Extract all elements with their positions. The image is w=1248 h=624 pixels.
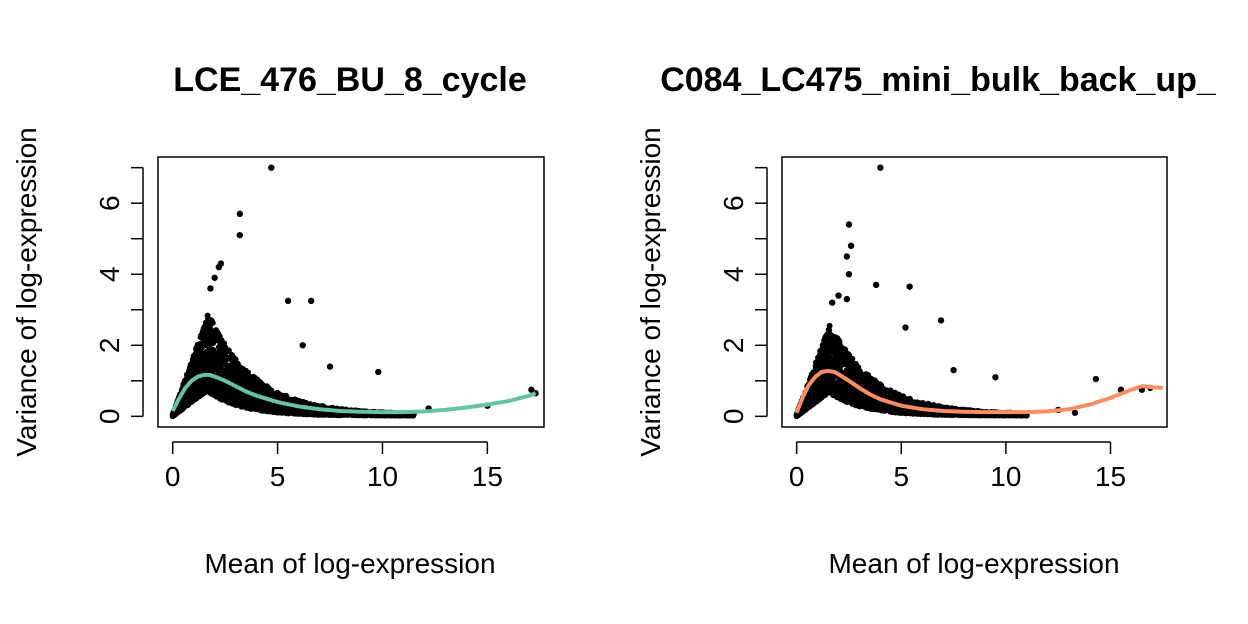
outlier-point — [906, 283, 913, 290]
outlier-points — [207, 164, 539, 412]
outlier-point — [843, 253, 851, 260]
outlier-point — [528, 386, 535, 393]
outlier-point — [207, 285, 214, 292]
outlier-point — [843, 295, 851, 303]
y-axis-label: Variance of log-expression — [635, 127, 666, 456]
y-axis: 0 2 4 6 — [94, 166, 144, 425]
outlier-point — [215, 263, 223, 271]
y-tick-label: 6 — [718, 195, 749, 211]
outlier-point — [845, 271, 853, 278]
panel-left: LCE_476_BU_8_cycle 0 5 10 15 0 2 4 6 Mean of l… — [11, 61, 545, 579]
outlier-point — [1092, 375, 1100, 383]
outlier-point — [284, 297, 292, 305]
point-cloud — [169, 312, 417, 420]
x-axis: 0 5 10 15 — [789, 441, 1126, 492]
point-cloud-marks — [169, 312, 417, 420]
y-tick-label: 4 — [718, 266, 749, 282]
outlier-point — [1071, 409, 1079, 416]
x-tick-label: 0 — [165, 461, 181, 492]
chart-title: C084_LC475_mini_bulk_back_up_ — [660, 61, 1217, 99]
x-tick-label: 15 — [1095, 461, 1126, 492]
x-tick-label: 10 — [367, 461, 398, 492]
outlier-point — [847, 242, 855, 250]
x-tick-label: 0 — [789, 461, 805, 492]
trend-line — [170, 372, 537, 415]
y-axis: 0 2 4 6 — [718, 166, 768, 425]
outlier-point — [299, 342, 306, 349]
outlier-point — [236, 210, 244, 218]
outlier-point — [375, 368, 382, 376]
y-tick-label: 4 — [94, 266, 125, 282]
x-axis-label: Mean of log-expression — [828, 548, 1119, 579]
outlier-point — [236, 231, 244, 239]
outlier-point — [211, 274, 218, 281]
outlier-point — [937, 317, 945, 324]
y-tick-label: 6 — [94, 195, 125, 211]
outlier-point — [835, 292, 842, 299]
point-cloud — [793, 322, 1030, 420]
y-tick-label: 0 — [718, 409, 749, 425]
outlier-point — [872, 281, 880, 289]
x-tick-label: 5 — [270, 461, 286, 492]
outlier-point — [845, 221, 853, 228]
outlier-point — [829, 299, 836, 306]
x-tick-label: 5 — [893, 461, 909, 492]
y-tick-label: 2 — [718, 338, 749, 354]
trend-line — [794, 368, 1163, 415]
plot-frame — [781, 156, 1168, 428]
outlier-point — [326, 363, 334, 370]
x-tick-label: 15 — [472, 461, 503, 492]
y-tick-label: 0 — [94, 409, 125, 425]
plot-frame — [157, 156, 545, 428]
chart-title: LCE_476_BU_8_cycle — [173, 61, 526, 99]
outlier-point — [877, 164, 884, 171]
panel-right: C084_LC475_mini_bulk_back_up_ 0 5 10 15 0 2 4… — [635, 61, 1217, 579]
outlier-point — [902, 324, 909, 331]
outlier-point — [950, 366, 957, 374]
outlier-point — [268, 164, 275, 171]
x-tick-label: 10 — [990, 461, 1021, 492]
outlier-point — [992, 374, 999, 381]
x-axis-label: Mean of log-expression — [204, 548, 495, 579]
point-cloud-marks — [793, 322, 1030, 420]
y-axis-label: Variance of log-expression — [11, 127, 42, 456]
x-axis: 0 5 10 15 — [165, 441, 503, 492]
y-tick-label: 2 — [94, 338, 125, 354]
outlier-point — [307, 297, 315, 305]
outlier-points — [829, 164, 1154, 416]
